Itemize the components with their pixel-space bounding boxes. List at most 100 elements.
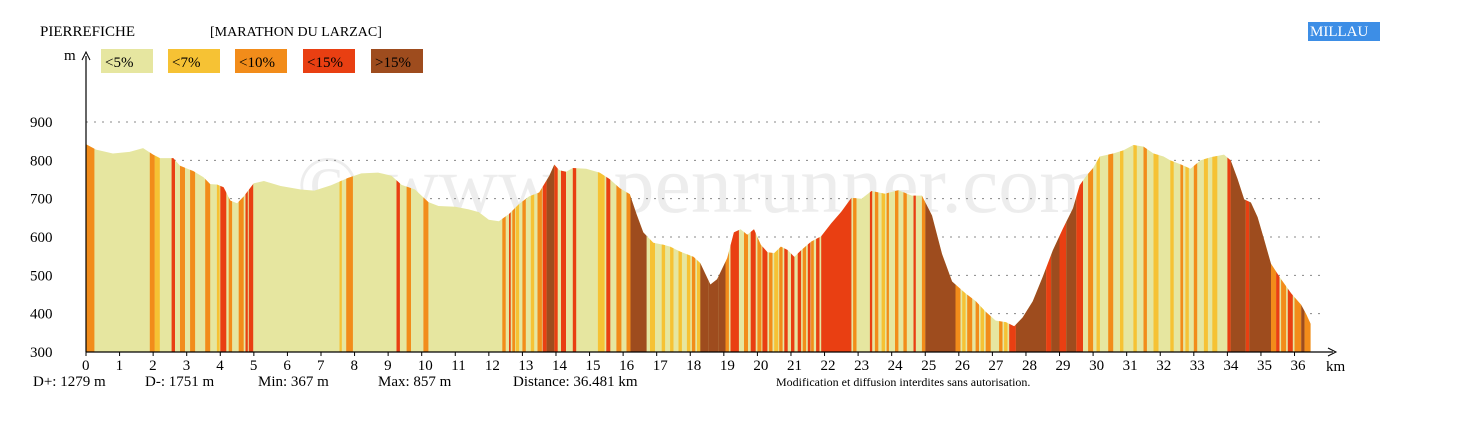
- slope-band-13: [339, 144, 342, 352]
- slope-band-29: [572, 144, 577, 352]
- legend-item-0: <5%: [101, 49, 153, 73]
- y-tick-600: 600: [30, 230, 53, 246]
- slope-band-21: [515, 144, 520, 352]
- slope-band-94: [1170, 144, 1174, 352]
- slope-band-104: [1271, 144, 1276, 352]
- legend: <5% <7% <10% <15% >15%: [101, 49, 423, 73]
- slope-band-83: [1051, 144, 1060, 352]
- slope-band-22: [522, 144, 526, 352]
- y-tick-400: 400: [30, 307, 53, 323]
- slope-band-5: [190, 144, 196, 352]
- x-tick-0: 0: [82, 358, 90, 374]
- y-tick-300: 300: [30, 345, 53, 361]
- slope-band-18: [502, 144, 506, 352]
- slope-band-33: [626, 144, 631, 352]
- slope-band-27: [554, 144, 558, 352]
- x-tick-10: 10: [418, 358, 433, 374]
- y-tick-labels: 300 400 500 600 700 800 900: [30, 115, 53, 361]
- legend-item-4: >15%: [371, 49, 423, 73]
- slope-band-67: [895, 144, 899, 352]
- legend-swatch-3: [303, 49, 355, 73]
- x-tick-22: 22: [821, 358, 836, 374]
- slope-band-99: [1212, 144, 1218, 352]
- slope-band-86: [1076, 144, 1083, 352]
- slope-band-108: [1294, 144, 1302, 352]
- y-axis-arrow: [81, 50, 91, 61]
- elevation-gain-stat: D+: 1279 m: [33, 374, 106, 390]
- x-tick-30: 30: [1089, 358, 1104, 374]
- slope-band-110: [1304, 144, 1311, 352]
- slope-band-0: [86, 144, 95, 352]
- slope-band-26: [546, 144, 555, 352]
- x-tick-15: 15: [586, 358, 601, 374]
- x-tick-35: 35: [1257, 358, 1272, 374]
- slope-band-85: [1066, 144, 1077, 352]
- slope-band-9: [228, 144, 233, 352]
- slope-band-89: [1108, 144, 1114, 352]
- x-tick-1: 1: [116, 358, 124, 374]
- x-tick-27: 27: [988, 358, 1004, 374]
- slope-band-36: [661, 144, 666, 352]
- slope-band-14: [346, 144, 353, 352]
- slope-band-107: [1287, 144, 1293, 352]
- x-tick-3: 3: [183, 358, 191, 374]
- x-tick-11: 11: [451, 358, 465, 374]
- slope-band-25: [542, 144, 547, 352]
- end-location-highlight: [1308, 22, 1380, 41]
- legend-swatch-2: [235, 49, 287, 73]
- slope-band-17: [423, 144, 429, 352]
- slope-band-92: [1143, 144, 1147, 352]
- legend-label-0: <5%: [105, 55, 133, 71]
- slope-band-12: [248, 144, 254, 352]
- slope-band-66: [886, 144, 889, 352]
- slope-band-28: [561, 144, 566, 352]
- slope-band-88: [1096, 144, 1100, 352]
- slope-band-105: [1276, 144, 1280, 352]
- x-tick-4: 4: [216, 358, 224, 374]
- slope-band-23: [530, 144, 535, 352]
- slope-band-48: [750, 144, 756, 352]
- slope-band-4: [180, 144, 185, 352]
- x-tick-33: 33: [1190, 358, 1205, 374]
- slope-band-100: [1227, 144, 1231, 352]
- x-tick-8: 8: [351, 358, 359, 374]
- distance-stat: Distance: 36.481 km: [513, 374, 638, 390]
- y-axis-label: m: [64, 48, 76, 64]
- slope-band-91: [1133, 144, 1137, 352]
- legend-label-4: >15%: [375, 55, 411, 71]
- min-elevation-stat: Min: 367 m: [258, 374, 329, 390]
- slope-band-96: [1185, 144, 1189, 352]
- slope-band-47: [744, 144, 748, 352]
- slope-band-1: [149, 144, 155, 352]
- x-tick-6: 6: [283, 358, 291, 374]
- legend-item-3: <15%: [303, 49, 355, 73]
- x-tick-14: 14: [552, 358, 568, 374]
- slope-band-11: [245, 144, 248, 352]
- elevation-loss-stat: D-: 1751 m: [145, 374, 214, 390]
- x-tick-21: 21: [787, 358, 802, 374]
- slope-band-98: [1203, 144, 1208, 352]
- slope-band-95: [1180, 144, 1184, 352]
- x-tick-13: 13: [518, 358, 533, 374]
- slope-band-7: [216, 144, 220, 352]
- y-tick-800: 800: [30, 153, 53, 169]
- slope-band-106: [1281, 144, 1287, 352]
- slope-band-16: [406, 144, 411, 352]
- slope-band-87: [1088, 144, 1094, 352]
- legend-label-2: <10%: [239, 55, 275, 71]
- x-tick-19: 19: [720, 358, 735, 374]
- x-tick-28: 28: [1022, 358, 1037, 374]
- slope-band-15: [396, 144, 400, 352]
- slope-band-101: [1230, 144, 1246, 352]
- slope-band-31: [606, 144, 611, 352]
- x-tick-17: 17: [653, 358, 669, 374]
- x-tick-26: 26: [955, 358, 971, 374]
- max-elevation-stat: Max: 857 m: [378, 374, 452, 390]
- slope-band-97: [1193, 144, 1198, 352]
- x-tick-25: 25: [921, 358, 936, 374]
- slope-band-35: [650, 144, 655, 352]
- slope-band-2: [154, 144, 160, 352]
- x-tick-18: 18: [686, 358, 701, 374]
- x-axis-label: km: [1326, 359, 1346, 375]
- y-tick-500: 500: [30, 268, 53, 284]
